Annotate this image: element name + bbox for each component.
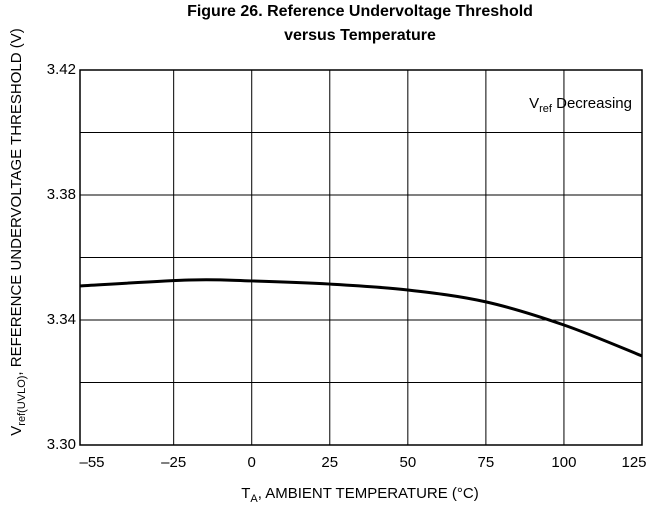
x-tick-label: 0: [248, 454, 256, 471]
y-tick-label: 3.30: [47, 436, 76, 453]
y-axis-label: Vref(UVLO), REFERENCE UNDERVOLTAGE THRES…: [8, 28, 28, 435]
y-tick-label: 3.42: [47, 61, 76, 78]
x-tick-label: –55: [79, 454, 104, 471]
x-tick-label: 75: [478, 454, 495, 471]
x-tick-label: –25: [161, 454, 186, 471]
x-axis-label: TA, AMBIENT TEMPERATURE (°C): [241, 485, 479, 505]
x-tick-label: 100: [551, 454, 576, 471]
y-tick-label: 3.34: [47, 311, 76, 328]
x-tick-label: 125: [621, 454, 646, 471]
x-tick-label: 50: [399, 454, 416, 471]
annotation: Vref Decreasing: [529, 95, 632, 115]
chart-title: Figure 26. Reference Undervoltage Thresh…: [187, 3, 533, 20]
chart-title: versus Temperature: [284, 27, 436, 44]
data-line: [79, 278, 643, 358]
y-tick-label: 3.38: [47, 186, 76, 203]
x-tick-label: 25: [321, 454, 338, 471]
plot-frame: [79, 69, 643, 446]
